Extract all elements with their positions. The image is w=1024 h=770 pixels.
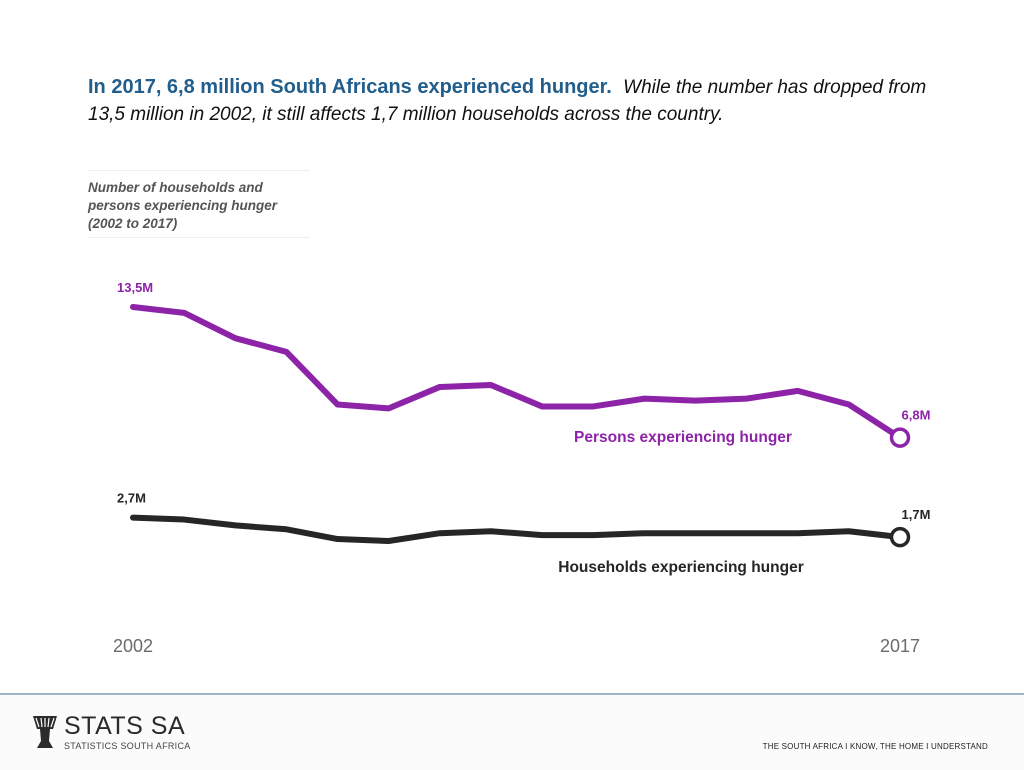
footer-tagline: THE SOUTH AFRICA I KNOW, THE HOME I UNDE… <box>763 742 988 751</box>
series-name-label: Persons experiencing hunger <box>574 429 792 446</box>
logo-subtitle: STATISTICS SOUTH AFRICA <box>64 741 191 751</box>
end-marker <box>892 529 909 546</box>
logo-name: STATS SA <box>64 712 185 741</box>
x-tick-label: 2017 <box>880 636 920 656</box>
end-value-label: 6,8M <box>902 408 931 423</box>
series-line-persons <box>133 307 900 438</box>
series-name-label: Households experiencing hunger <box>558 559 803 576</box>
line-chart: 13,5M 6,8M Persons experiencing hunger 2,7M… <box>0 0 1024 690</box>
end-value-label: 1,7M <box>902 507 931 522</box>
series-line-households <box>133 518 900 541</box>
end-marker <box>892 429 909 446</box>
stats-sa-logo-icon <box>32 715 58 749</box>
start-value-label: 2,7M <box>117 491 146 506</box>
footer: STATS SA STATISTICS SOUTH AFRICA THE SOU… <box>0 693 1024 770</box>
start-value-label: 13,5M <box>117 280 153 295</box>
x-tick-label: 2002 <box>113 636 153 656</box>
